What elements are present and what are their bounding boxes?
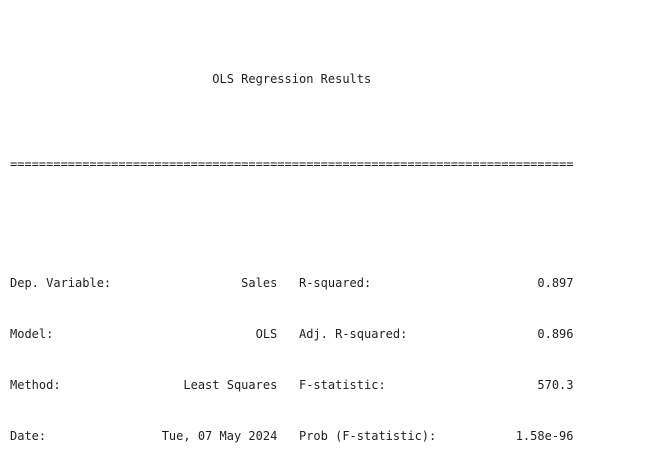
stat-label: F-statistic:: [298, 378, 386, 392]
model-info-row: Model: OLS Adj. R-squared: 0.896: [10, 326, 672, 343]
stat-value: 1.58e-96: [515, 429, 574, 443]
stat-value: Sales: [241, 276, 278, 290]
stat-label: R-squared:: [298, 276, 372, 290]
report-title: OLS Regression Results: [212, 72, 372, 86]
model-info-row: Method: Least Squares F-statistic: 570.3: [10, 377, 672, 394]
stat-label: Date:: [10, 429, 47, 443]
stat-value: 0.897: [537, 276, 574, 290]
stat-value: Tue, 07 May 2024: [161, 429, 278, 443]
model-info-row: Date: Tue, 07 May 2024 Prob (F-statistic)…: [10, 428, 672, 445]
stat-value: 570.3: [537, 378, 574, 392]
stat-label: Method:: [10, 378, 61, 392]
divider-line: ========================================…: [10, 157, 574, 171]
stat-label: Adj. R-squared:: [298, 327, 408, 341]
stat-value: Least Squares: [183, 378, 278, 392]
stat-label: Dep. Variable:: [10, 276, 112, 290]
model-info-row: Dep. Variable: Sales R-squared: 0.897: [10, 275, 672, 292]
stat-label: Prob (F-statistic):: [298, 429, 437, 443]
stat-value: OLS: [255, 327, 278, 341]
stat-value: 0.896: [537, 327, 574, 341]
model-info-section: Dep. Variable: Sales R-squared: 0.897 Mode…: [10, 241, 672, 464]
stat-label: Model:: [10, 327, 54, 341]
